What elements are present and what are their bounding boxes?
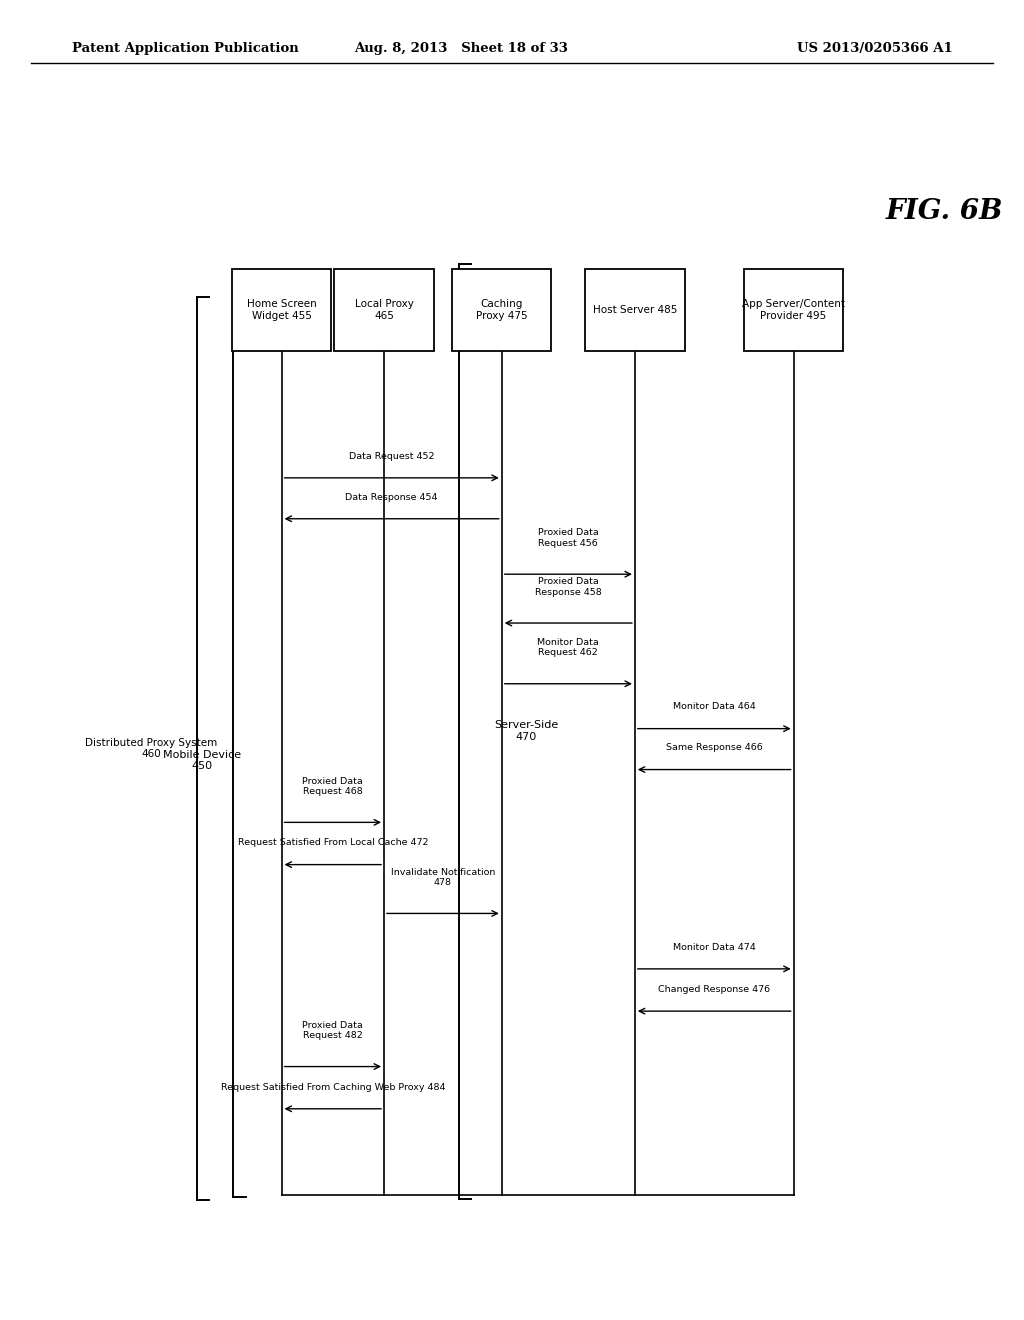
Text: Aug. 8, 2013   Sheet 18 of 33: Aug. 8, 2013 Sheet 18 of 33 [354, 42, 567, 55]
Text: Server-Side
470: Server-Side 470 [495, 721, 558, 742]
Text: Proxied Data
Request 456: Proxied Data Request 456 [538, 528, 599, 548]
FancyBboxPatch shape [586, 269, 684, 351]
Text: Monitor Data 474: Monitor Data 474 [673, 942, 756, 952]
Text: US 2013/0205366 A1: US 2013/0205366 A1 [797, 42, 952, 55]
FancyBboxPatch shape [334, 269, 434, 351]
Text: Host Server 485: Host Server 485 [593, 305, 677, 315]
Text: Home Screen
Widget 455: Home Screen Widget 455 [247, 300, 316, 321]
Text: Proxied Data
Request 468: Proxied Data Request 468 [302, 776, 364, 796]
Text: Monitor Data
Request 462: Monitor Data Request 462 [538, 638, 599, 657]
Text: Caching
Proxy 475: Caching Proxy 475 [476, 300, 527, 321]
Text: Proxied Data
Response 458: Proxied Data Response 458 [535, 577, 602, 597]
Text: Mobile Device
450: Mobile Device 450 [163, 750, 241, 771]
FancyBboxPatch shape [453, 269, 551, 351]
Text: Changed Response 476: Changed Response 476 [658, 985, 770, 994]
Text: FIG. 6B: FIG. 6B [886, 198, 1004, 224]
Text: Data Request 452: Data Request 452 [349, 451, 434, 461]
Text: Patent Application Publication: Patent Application Publication [72, 42, 298, 55]
Text: Data Response 454: Data Response 454 [345, 492, 438, 502]
Text: Request Satisfied From Local Cache 472: Request Satisfied From Local Cache 472 [238, 838, 428, 847]
Text: Invalidate Notification
478: Invalidate Notification 478 [391, 867, 495, 887]
FancyBboxPatch shape [232, 269, 332, 351]
Text: Distributed Proxy System
460: Distributed Proxy System 460 [85, 738, 218, 759]
FancyBboxPatch shape [743, 269, 844, 351]
Text: Proxied Data
Request 482: Proxied Data Request 482 [302, 1020, 364, 1040]
Text: Same Response 466: Same Response 466 [666, 743, 763, 752]
Text: App Server/Content
Provider 495: App Server/Content Provider 495 [742, 300, 845, 321]
Text: Local Proxy
465: Local Proxy 465 [354, 300, 414, 321]
Text: Monitor Data 464: Monitor Data 464 [673, 702, 756, 711]
Text: Request Satisfied From Caching Web Proxy 484: Request Satisfied From Caching Web Proxy… [220, 1082, 445, 1092]
